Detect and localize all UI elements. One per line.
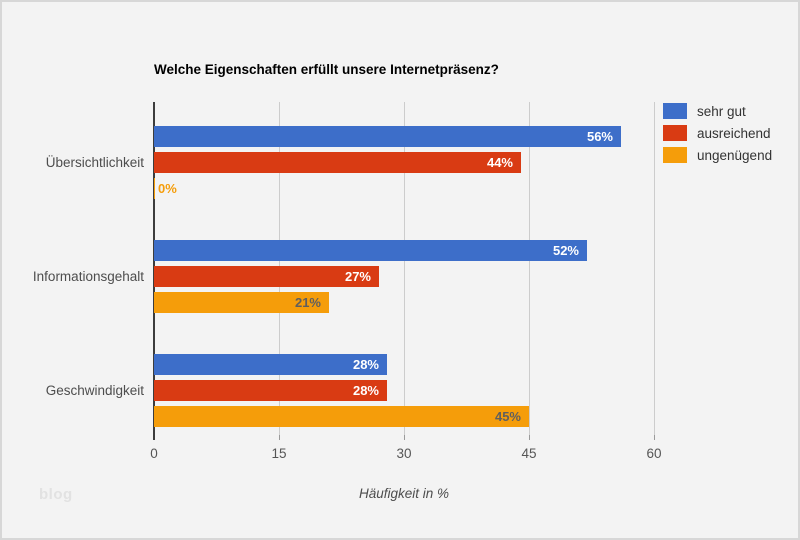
chart-title: Welche Eigenschaften erfüllt unsere Inte… xyxy=(154,62,499,77)
axis-tick xyxy=(404,435,405,440)
axis-tick xyxy=(279,435,280,440)
x-tick-label: 15 xyxy=(271,446,287,461)
bar-ausreichend xyxy=(154,152,521,173)
gridline xyxy=(654,102,655,435)
legend-label: sehr gut xyxy=(697,103,746,119)
bar-ungenügend xyxy=(154,406,529,427)
legend-label: ungenügend xyxy=(697,147,773,163)
bar-ungenügend xyxy=(154,178,155,199)
x-axis-title: Häufigkeit in % xyxy=(358,486,450,501)
gridline xyxy=(529,102,530,435)
legend-item: sehr gut xyxy=(663,103,772,119)
bar-ausreichend xyxy=(154,266,379,287)
x-tick-label: 60 xyxy=(646,446,662,461)
axis-tick xyxy=(529,435,530,440)
legend-swatch xyxy=(663,103,687,119)
axis-tick xyxy=(654,435,655,440)
bar-value-label: 52% xyxy=(552,243,579,258)
bar-value-label: 27% xyxy=(344,269,371,284)
bar-value-label: 45% xyxy=(494,409,521,424)
legend-swatch xyxy=(663,125,687,141)
category-label: Übersichtlichkeit xyxy=(45,155,144,170)
bar-sehr-gut xyxy=(154,126,621,147)
bar-sehr-gut xyxy=(154,354,387,375)
bar-value-label: 28% xyxy=(352,383,379,398)
bar-value-label: 44% xyxy=(486,155,513,170)
legend-swatch xyxy=(663,147,687,163)
legend-item: ungenügend xyxy=(663,147,772,163)
legend-item: ausreichend xyxy=(663,125,772,141)
x-tick-label: 0 xyxy=(150,446,158,461)
bar-value-label: 28% xyxy=(352,357,379,372)
watermark-logo: blog xyxy=(39,486,73,503)
bar-ausreichend xyxy=(154,380,387,401)
bar-value-label: 0% xyxy=(158,181,177,196)
category-label: Informationsgehalt xyxy=(32,269,144,284)
category-label: Geschwindigkeit xyxy=(45,383,144,398)
bar-ungenügend xyxy=(154,292,329,313)
gridline xyxy=(404,102,405,435)
bar-value-label: 21% xyxy=(294,295,321,310)
legend: sehr gut ausreichend ungenügend xyxy=(663,103,772,169)
bar-value-label: 56% xyxy=(586,129,613,144)
bar-sehr-gut xyxy=(154,240,587,261)
legend-label: ausreichend xyxy=(697,125,771,141)
x-tick-label: 45 xyxy=(521,446,537,461)
x-tick-label: 30 xyxy=(396,446,412,461)
